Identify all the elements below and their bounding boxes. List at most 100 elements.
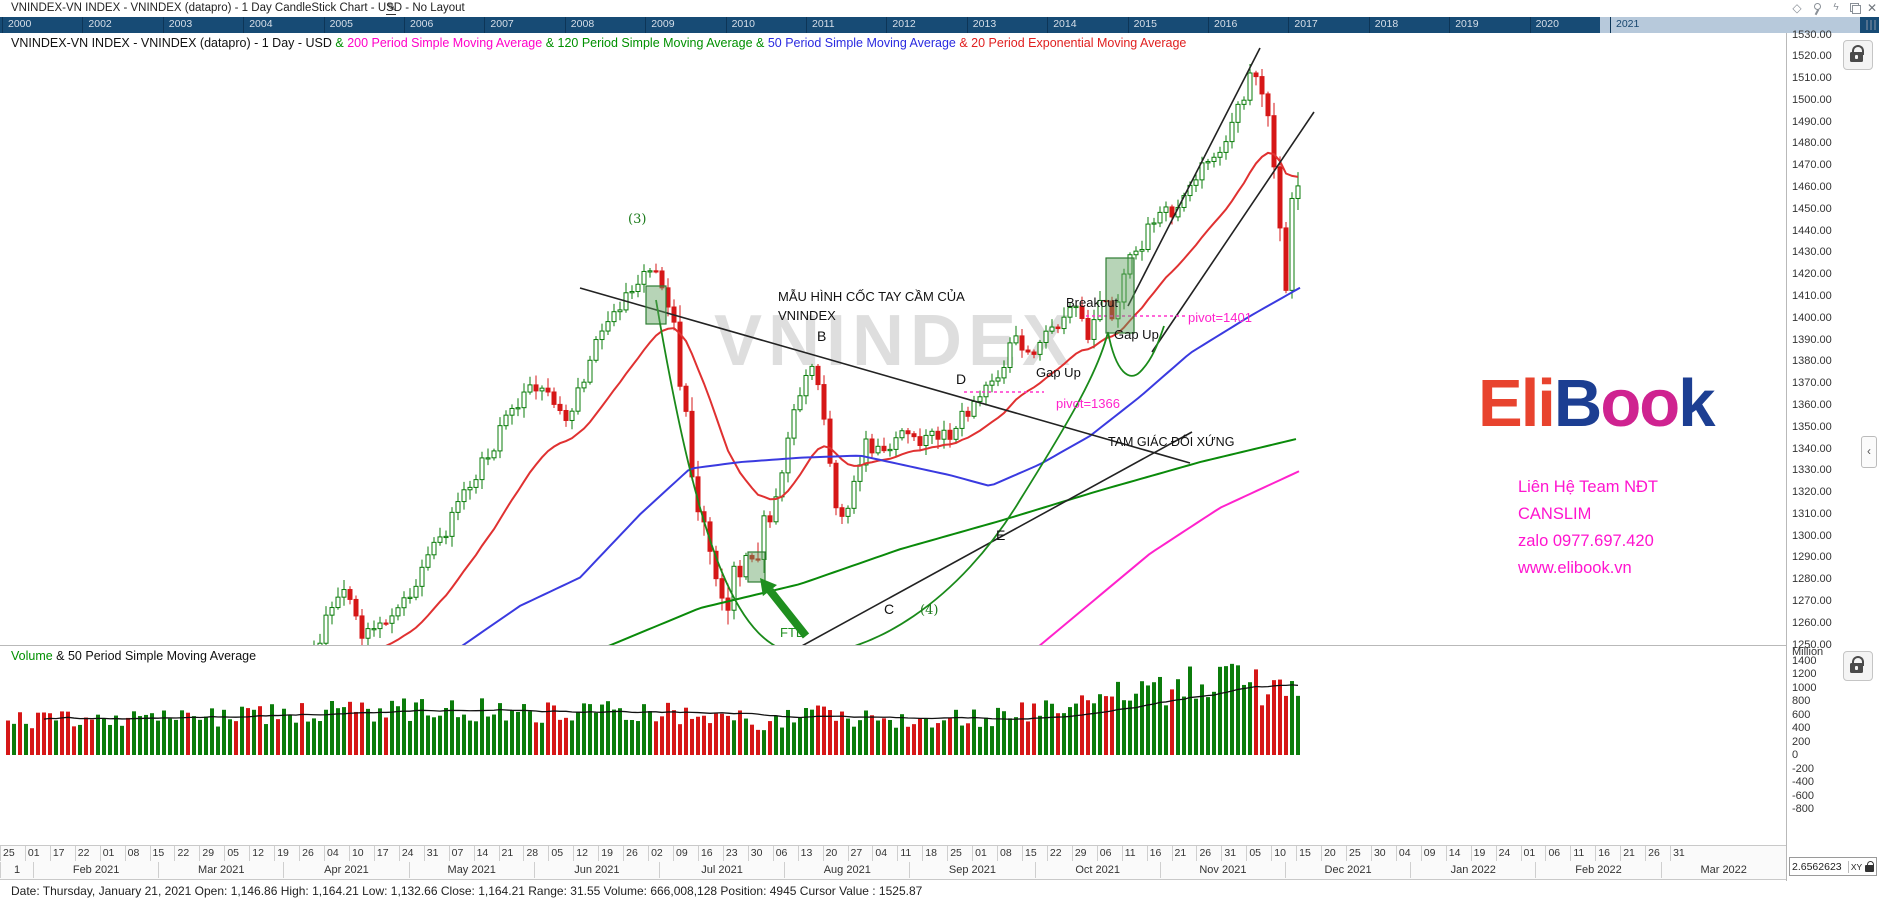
month-axis-row[interactable]: 1 Feb 2021 Mar 2021 Apr 2021 May 2021 Jun 202… xyxy=(0,862,1786,880)
day-cell: 27 xyxy=(847,846,875,861)
axis-lock-icon[interactable] xyxy=(1864,860,1876,873)
navigator-sparkline xyxy=(0,17,1879,33)
price-tick-label: 1420.00 xyxy=(1792,268,1832,281)
price-tick-label: 1520.00 xyxy=(1792,50,1832,63)
chart-annotation: C xyxy=(884,601,895,617)
day-cell: 26 xyxy=(1196,846,1223,861)
day-cell: 25 xyxy=(1346,846,1373,861)
day-cell: 15 xyxy=(1296,846,1323,861)
legend-segment: 200 Period Simple Moving Average xyxy=(347,36,546,50)
day-cell: 04 xyxy=(1395,846,1423,861)
contact-line: www.elibook.vn xyxy=(1518,559,1632,577)
day-cell: 10 xyxy=(1271,846,1298,861)
chart-annotation: VNINDEX xyxy=(778,308,836,323)
price-tick-label: 1390.00 xyxy=(1792,333,1832,346)
day-cell: 22 xyxy=(1046,846,1074,861)
month-cell: Aug 2021 xyxy=(784,862,909,878)
day-cell: 29 xyxy=(1071,846,1099,861)
legend-segment: Volume xyxy=(11,649,57,663)
day-cell: 20 xyxy=(822,846,850,861)
month-cell: Feb 2022 xyxy=(1535,862,1660,878)
day-cell: 14 xyxy=(473,846,501,861)
day-cell: 17 xyxy=(373,846,401,861)
month-cell: Sep 2021 xyxy=(909,862,1034,878)
chart-annotation: (3) xyxy=(628,212,647,227)
day-cell: 01 xyxy=(99,846,127,861)
price-tick-label: 1340.00 xyxy=(1792,442,1832,455)
price-tick-label: 1260.00 xyxy=(1792,616,1832,629)
legend-segment: & xyxy=(545,36,558,50)
day-cell: 06 xyxy=(1096,846,1124,861)
navigator-year-label: 2016 xyxy=(1214,18,1238,30)
chart-annotation: FTD xyxy=(780,625,806,640)
navigator-year-label: 2017 xyxy=(1294,18,1318,30)
day-cell: 26 xyxy=(299,846,326,861)
logo-letter: B xyxy=(1553,366,1602,441)
volume-tick-label: -400 xyxy=(1792,776,1815,789)
price-tick-label: 1350.00 xyxy=(1792,420,1832,433)
navigator-grip[interactable] xyxy=(1866,20,1868,30)
price-tick-label: 1440.00 xyxy=(1792,224,1832,237)
legend-segment: VNINDEX-VN INDEX - VNINDEX (datapro) - 1… xyxy=(11,36,336,50)
day-cell: 05 xyxy=(548,846,575,861)
navigator-year-label: 2013 xyxy=(972,18,997,30)
price-tick-label: 1400.00 xyxy=(1792,311,1832,324)
navigator-year-label: 2006 xyxy=(410,18,434,30)
navigator-year-label: 2010 xyxy=(731,18,755,30)
day-cell: 23 xyxy=(722,846,750,861)
volume-tick-label: 1200 xyxy=(1792,668,1817,681)
navigator-year-label: 2007 xyxy=(490,18,514,30)
day-cell: 11 xyxy=(1570,846,1597,861)
day-cell: 19 xyxy=(274,846,301,861)
collapse-panel-icon[interactable]: ‹ xyxy=(1861,436,1877,468)
volume-tick-label: 600 xyxy=(1792,708,1811,721)
price-tick-label: 1530.00 xyxy=(1792,28,1832,41)
restore-window-icon[interactable] xyxy=(1846,1,1862,15)
day-cell: 21 xyxy=(498,846,526,861)
chart-annotation: MẪU HÌNH CỐC TAY CẦM CỦA xyxy=(778,289,965,304)
day-cell: 01 xyxy=(24,846,52,861)
price-tick-label: 1410.00 xyxy=(1792,289,1832,302)
volume-pane-lock-icon[interactable] xyxy=(1843,651,1873,681)
contact-line: Liên Hệ Team NĐT CANSLIM xyxy=(1518,478,1658,523)
chart-title: VNINDEX-VN INDEX - VNINDEX (datapro) - 1… xyxy=(11,2,465,14)
pane-separator[interactable] xyxy=(0,645,1786,646)
chart-annotation: TAM GIÁC ĐỐI XỨNG xyxy=(1108,435,1235,449)
navigator-year-label: 2004 xyxy=(249,18,273,30)
day-cell: 19 xyxy=(598,846,625,861)
axis-xy-label: XY xyxy=(1850,861,1863,872)
day-cell: 24 xyxy=(1495,846,1523,861)
pin-icon[interactable] xyxy=(1808,1,1824,16)
day-cell: 16 xyxy=(1146,846,1174,861)
price-tick-label: 1510.00 xyxy=(1792,72,1832,85)
navigator-year-label: 2015 xyxy=(1133,18,1157,30)
volume-tick-label: -800 xyxy=(1792,802,1815,815)
day-cell: 19 xyxy=(1470,846,1498,861)
logo-letter: o xyxy=(1600,366,1641,441)
month-cell: Mar 2022 xyxy=(1660,862,1786,878)
close-window-icon[interactable]: ✕ xyxy=(1866,1,1878,15)
navigator-year-label: 2018 xyxy=(1374,18,1399,30)
day-cell: 10 xyxy=(348,846,376,861)
day-cell: 05 xyxy=(224,846,251,861)
navigator-year-label: 2002 xyxy=(88,18,112,30)
title-bar: VNINDEX-VN INDEX - VNINDEX (datapro) - 1… xyxy=(0,0,1879,17)
branding-block: EliBook Liên Hệ Team NĐT CANSLIM zalo 097… xyxy=(1478,370,1715,577)
edit-title-icon[interactable]: ✎ xyxy=(386,0,397,15)
day-cell: 05 xyxy=(1246,846,1273,861)
day-cell: 13 xyxy=(797,846,825,861)
logo-letter: Eli xyxy=(1478,366,1556,441)
day-axis-row[interactable]: 25 01 17 22 01 08 15 22 29 05 12 19 26 04 10 17 24 31 07 14… xyxy=(0,845,1786,863)
link-symbol-icon[interactable]: ◇ xyxy=(1792,1,1802,15)
date-range-navigator[interactable]: 2000 2002 2003 2004 2005 2006 2007 2008 2009 2010… xyxy=(0,17,1879,33)
chart-annotation: Gap Up xyxy=(1114,327,1159,342)
parameters-icon[interactable]: ϟ xyxy=(1833,2,1839,13)
day-cell: 11 xyxy=(1121,846,1149,861)
day-cell: 21 xyxy=(1171,846,1199,861)
day-cell: 07 xyxy=(448,846,476,861)
price-pane-lock-icon[interactable] xyxy=(1843,40,1873,70)
navigator-selection[interactable] xyxy=(1600,17,1860,33)
price-tick-label: 1370.00 xyxy=(1792,377,1832,390)
